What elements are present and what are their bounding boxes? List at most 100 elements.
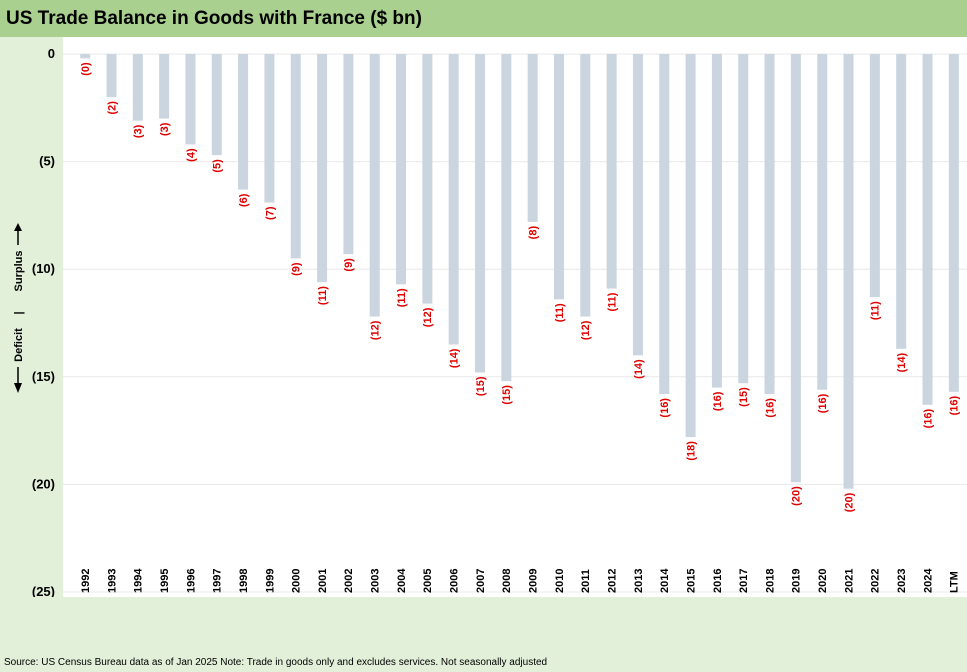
y-tick-label: (5) (39, 154, 55, 169)
bar (132, 54, 143, 121)
x-tick-label: 1999 (264, 569, 276, 593)
data-label: (7) (264, 206, 276, 220)
bar (290, 54, 301, 259)
x-tick-label: 2021 (843, 569, 855, 593)
bar (159, 54, 170, 119)
x-tick-label: 2004 (396, 568, 408, 593)
data-label: (12) (370, 320, 382, 340)
bar (185, 54, 196, 145)
data-label: (6) (238, 193, 250, 207)
bar (422, 54, 433, 304)
x-tick-label: 1996 (185, 569, 197, 593)
bar (711, 54, 722, 388)
x-tick-label: 2014 (659, 568, 671, 593)
x-tick-label: 2017 (738, 569, 750, 593)
x-tick-label: 2012 (606, 569, 618, 593)
data-label: (20) (791, 486, 803, 506)
bar (738, 54, 749, 384)
bar (475, 54, 486, 373)
annotation-deficit: Deficit (13, 328, 25, 362)
x-tick-label: 2006 (449, 569, 461, 593)
data-label: (20) (843, 492, 855, 512)
bar (790, 54, 801, 483)
y-tick-label: 0 (48, 46, 55, 61)
data-label: (4) (185, 148, 197, 162)
x-tick-label: 2013 (633, 569, 645, 593)
bar (580, 54, 591, 317)
data-label: (12) (422, 307, 434, 327)
bar (369, 54, 380, 317)
data-label: (15) (501, 385, 513, 405)
arrow-down-icon (14, 383, 22, 393)
bar (106, 54, 117, 98)
x-tick-label: 2011 (580, 569, 592, 593)
bar (448, 54, 459, 345)
data-label: (11) (317, 286, 329, 305)
bar (632, 54, 643, 356)
data-label: (15) (738, 387, 750, 407)
x-tick-label: 1997 (212, 569, 224, 593)
x-tick-label: 2007 (475, 569, 487, 593)
data-label: (11) (554, 303, 566, 322)
bar (606, 54, 617, 289)
bar (238, 54, 249, 190)
x-tick-label: 2019 (791, 569, 803, 593)
bar (817, 54, 828, 390)
x-tick-label: 1993 (106, 569, 118, 593)
x-tick-label: 2024 (922, 568, 934, 593)
x-tick-label: 2000 (291, 569, 303, 593)
y-tick-label: (15) (32, 369, 55, 384)
data-label: (16) (659, 398, 671, 418)
y-tick-label: (10) (32, 261, 55, 276)
x-tick-label: 2020 (817, 569, 829, 593)
chart-title: US Trade Balance in Goods with France ($… (6, 7, 422, 29)
bar (948, 54, 959, 392)
data-label: (3) (133, 124, 145, 138)
bar (896, 54, 907, 349)
x-tick-label: 2010 (554, 569, 566, 593)
bar (685, 54, 696, 438)
bar (264, 54, 275, 203)
arrow-up-icon (14, 223, 22, 231)
data-label: (5) (212, 159, 224, 173)
data-label: (14) (449, 348, 461, 368)
bar (501, 54, 512, 382)
x-tick-label: 2002 (343, 569, 355, 593)
annotation-separator: | (13, 311, 25, 314)
plot-area: (0) 1992 (2) 1993 (3) 1994 (3) 1995 (4) 1996 (5) 19… (63, 37, 967, 597)
x-tick-label: 2001 (317, 569, 329, 593)
x-tick-label: 2009 (528, 569, 540, 593)
data-label: (9) (343, 258, 355, 272)
data-label: (18) (685, 441, 697, 461)
data-label: (11) (606, 292, 618, 311)
y-tick-label: (25) (32, 584, 55, 597)
bar (659, 54, 670, 395)
data-label: (16) (764, 398, 776, 418)
data-label: (8) (528, 226, 540, 240)
data-label: (16) (817, 393, 829, 413)
data-label: (11) (870, 301, 882, 320)
bar (527, 54, 538, 222)
data-label: (11) (396, 288, 408, 307)
bar (80, 54, 91, 59)
chart-title-bar: US Trade Balance in Goods with France ($… (0, 0, 967, 37)
data-label: (16) (922, 408, 934, 428)
data-label: (14) (633, 359, 645, 379)
data-label: (2) (106, 101, 118, 115)
x-tick-label: 2015 (685, 569, 697, 593)
bar (211, 54, 222, 156)
annotation-surplus: Surplus (13, 251, 25, 292)
data-label: (9) (291, 262, 303, 276)
x-tick-label: 2016 (712, 569, 724, 593)
bar-chart: (0) 1992 (2) 1993 (3) 1994 (3) 1995 (4) 1996 (5) 19… (63, 53, 967, 593)
bar (764, 54, 775, 395)
data-label: (14) (896, 352, 908, 372)
x-tick-label: 1994 (133, 568, 145, 593)
bar (553, 54, 564, 300)
x-tick-label: 2008 (501, 569, 513, 593)
data-label: (3) (159, 122, 171, 136)
x-tick-label: 2018 (764, 569, 776, 593)
bar (343, 54, 354, 255)
bar (396, 54, 407, 285)
y-tick-label: (20) (32, 476, 55, 491)
